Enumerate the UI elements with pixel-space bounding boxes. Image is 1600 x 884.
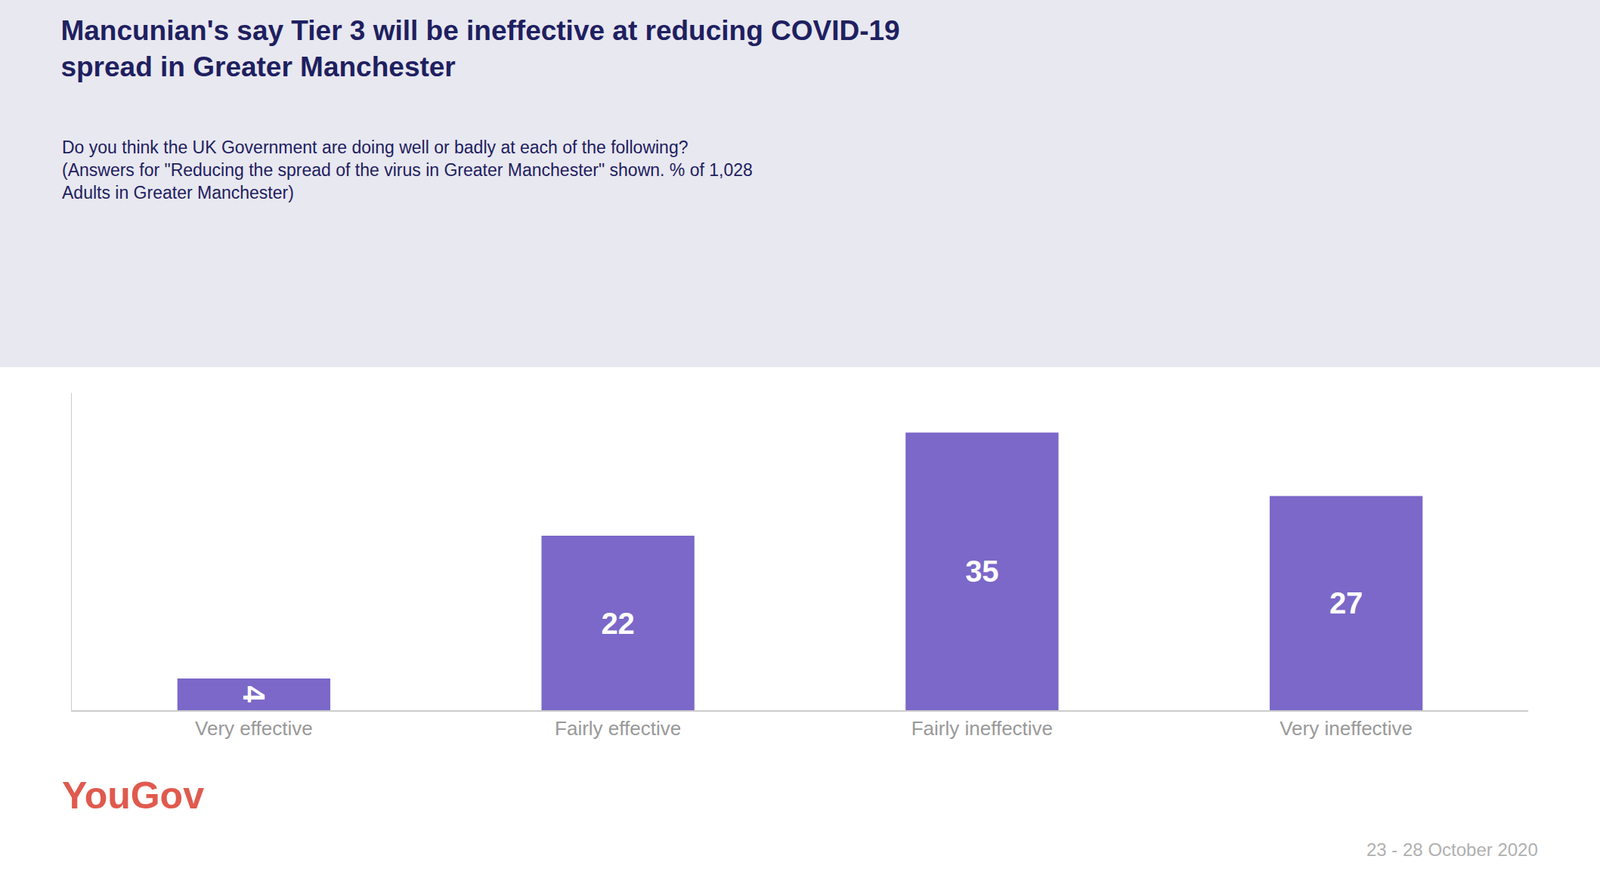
svg-text:Very ineffective: Very ineffective bbox=[1279, 717, 1413, 740]
svg-text:Mancunian's say Tier 3 will be: Mancunian's say Tier 3 will be ineffecti… bbox=[60, 15, 900, 83]
svg-text:4: 4 bbox=[237, 686, 271, 704]
svg-text:27: 27 bbox=[1329, 586, 1364, 620]
svg-text:35: 35 bbox=[965, 554, 1000, 589]
svg-text:Fairly ineffective: Fairly ineffective bbox=[911, 717, 1053, 740]
svg-text:22: 22 bbox=[600, 606, 635, 641]
svg-text:Very effective: Very effective bbox=[194, 717, 313, 740]
svg-text:Do you think the UK Government: Do you think the UK Government are doing… bbox=[61, 137, 753, 203]
svg-text:Fairly effective: Fairly effective bbox=[554, 717, 681, 740]
svg-text:YouGov: YouGov bbox=[61, 774, 205, 818]
svg-text:23 - 28 October 2020: 23 - 28 October 2020 bbox=[1366, 839, 1539, 861]
